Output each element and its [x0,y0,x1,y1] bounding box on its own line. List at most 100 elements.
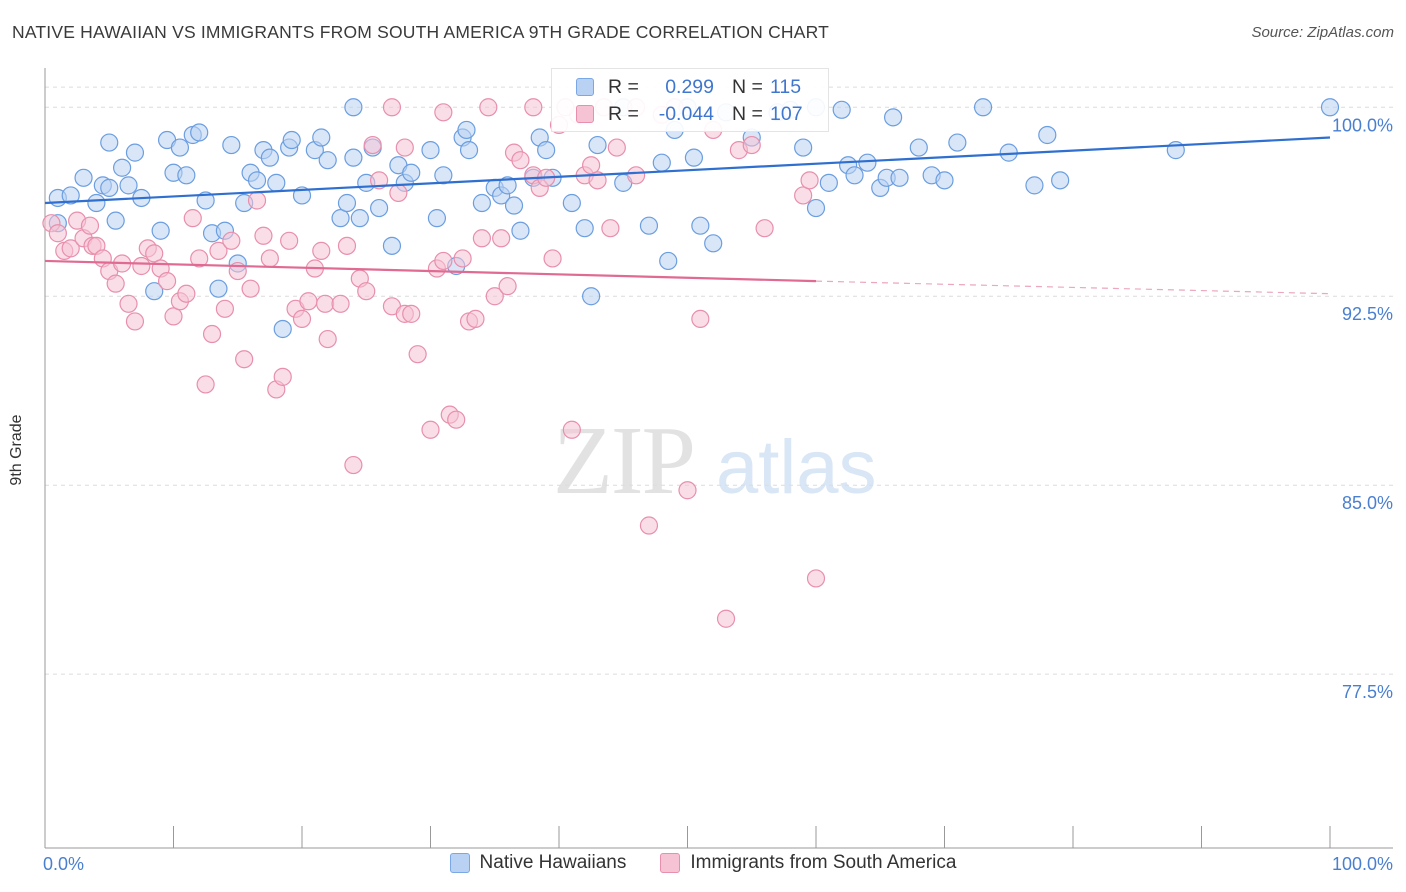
legend: Native Hawaiians Immigrants from South A… [0,852,1406,874]
point-native-hawaiians [145,282,164,301]
point-immigrants-south-america [678,481,697,500]
point-native-hawaiians [402,163,421,182]
y-tick-label: 100.0% [1332,115,1393,135]
point-native-hawaiians [537,141,556,160]
point-immigrants-south-america [357,282,376,301]
point-immigrants-south-america [241,279,260,298]
point-native-hawaiians [498,176,517,195]
point-immigrants-south-america [106,274,125,293]
point-native-hawaiians [935,171,954,190]
point-native-hawaiians [350,209,369,228]
point-native-hawaiians [337,193,357,213]
point-native-hawaiians [883,108,903,127]
point-immigrants-south-america [434,103,453,122]
trend-line-native-hawaiians [44,136,1331,205]
watermark-atlas: atlas [716,425,877,510]
point-native-hawaiians [318,151,337,170]
point-immigrants-south-america [582,156,601,175]
n-value: 115 [770,76,802,98]
point-native-hawaiians [421,141,440,160]
point-immigrants-south-america [80,216,100,235]
stats-swatch-pink [576,105,594,123]
point-immigrants-south-america [292,309,312,329]
point-native-hawaiians [61,186,80,205]
point-immigrants-south-america [202,324,222,344]
legend-label: Native Hawaiians [479,852,627,873]
point-native-hawaiians [588,135,607,155]
point-native-hawaiians [504,196,524,215]
point-immigrants-south-america [280,231,299,250]
point-native-hawaiians [119,176,138,195]
legend-item-native-hawaiians[interactable]: Native Hawaiians [449,852,627,874]
point-immigrants-south-america [742,135,761,155]
point-immigrants-south-america [794,186,813,205]
point-immigrants-south-america [247,191,267,210]
point-native-hawaiians [190,123,209,142]
data-points [42,98,1340,628]
point-immigrants-south-america [408,345,427,364]
point-immigrants-south-america [235,350,254,369]
point-immigrants-south-america [626,166,646,185]
point-native-hawaiians [691,216,710,235]
point-native-hawaiians [344,148,363,167]
point-immigrants-south-america [389,183,408,203]
legend-swatch-pink [660,853,681,873]
point-immigrants-south-america [273,367,292,386]
point-native-hawaiians [562,193,581,213]
legend-swatch-blue [449,853,470,873]
point-native-hawaiians [344,98,363,117]
point-native-hawaiians [684,148,704,167]
point-native-hawaiians [659,251,678,271]
point-native-hawaiians [74,168,93,187]
point-native-hawaiians [890,168,909,187]
point-immigrants-south-america [402,304,421,323]
point-native-hawaiians [260,148,279,167]
point-native-hawaiians [267,173,286,192]
point-native-hawaiians [427,209,447,228]
point-native-hawaiians [819,173,838,192]
point-native-hawaiians [100,178,119,197]
point-native-hawaiians [459,141,479,160]
point-immigrants-south-america [318,329,337,349]
point-immigrants-south-america [485,287,504,306]
point-immigrants-south-america [716,609,736,628]
point-native-hawaiians [973,98,993,117]
point-native-hawaiians [582,287,601,306]
x-tick-label: 0.0% [43,854,84,874]
point-immigrants-south-america [254,226,273,245]
point-immigrants-south-america [466,309,485,329]
point-immigrants-south-america [125,312,145,331]
point-native-hawaiians [87,193,106,213]
legend-item-immigrants[interactable]: Immigrants from South America [660,852,956,874]
r-value: -0.044 [658,103,714,125]
point-immigrants-south-america [691,309,710,329]
point-immigrants-south-america [447,410,466,429]
point-immigrants-south-america [209,241,228,260]
point-native-hawaiians [858,153,877,172]
y-tick-labels: 100.0% 92.5% 85.0% 77.5% [1332,115,1393,702]
point-immigrants-south-america [164,307,183,326]
n-label: N = [732,103,763,125]
point-immigrants-south-america [316,294,335,313]
point-native-hawaiians [106,211,125,230]
point-immigrants-south-america [363,135,382,155]
point-native-hawaiians [282,130,301,150]
point-native-hawaiians [209,279,228,298]
point-native-hawaiians [457,120,476,140]
point-immigrants-south-america [472,229,491,248]
chart-title: NATIVE HAWAIIAN VS IMMIGRANTS FROM SOUTH… [12,22,830,42]
point-immigrants-south-america [190,249,209,268]
point-native-hawaiians [1051,171,1070,190]
point-immigrants-south-america [382,98,402,117]
point-immigrants-south-america [511,151,530,170]
point-native-hawaiians [177,166,196,185]
point-immigrants-south-america [299,292,318,311]
point-native-hawaiians [100,133,119,152]
point-immigrants-south-america [800,171,819,190]
point-native-hawaiians [312,128,331,147]
point-immigrants-south-america [434,251,453,271]
axes [44,68,1393,849]
point-native-hawaiians [196,191,215,210]
point-native-hawaiians [170,138,190,157]
